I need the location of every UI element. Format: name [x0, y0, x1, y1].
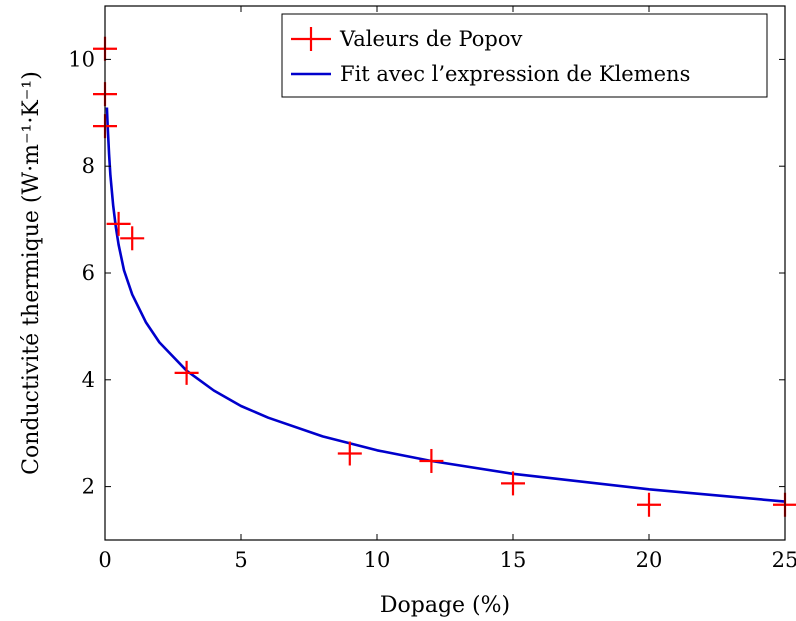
x-tick-label: 15 [500, 548, 527, 572]
legend-marker-popov [291, 27, 331, 51]
data-point [120, 226, 145, 251]
legend-label-klemens: Fit avec l’expression de Klemens [340, 62, 690, 86]
x-tick-label: 0 [98, 548, 111, 572]
x-axis-label: Dopage (%) [380, 593, 510, 618]
legend: Valeurs de Popov Fit avec l’expression d… [281, 13, 768, 98]
data-point [419, 448, 444, 473]
y-axis-label: Conductivité thermique (W·m⁻¹·K⁻¹) [19, 71, 44, 475]
data-point [337, 441, 362, 466]
data-point [501, 471, 525, 496]
y-tick-label: 6 [82, 261, 95, 285]
legend-box [281, 13, 768, 98]
y-tick-label: 4 [82, 368, 95, 392]
y-tick-label: 8 [82, 154, 95, 178]
fit-line [105, 107, 786, 503]
legend-label-popov: Valeurs de Popov [339, 27, 522, 51]
data-point [174, 360, 199, 385]
x-tick-label: 25 [772, 548, 796, 572]
y-tick-label: 10 [68, 47, 95, 71]
x-tick-label: 5 [234, 548, 247, 572]
data-point [106, 211, 131, 236]
x-tick-label: 10 [364, 548, 391, 572]
x-tick-label: 20 [636, 548, 663, 572]
plot-marks [93, 36, 796, 517]
data-point [637, 492, 661, 517]
y-tick-label: 2 [82, 475, 95, 499]
axis-ticks: 0 5 10 15 20 25 2 4 6 8 10 [68, 6, 796, 572]
